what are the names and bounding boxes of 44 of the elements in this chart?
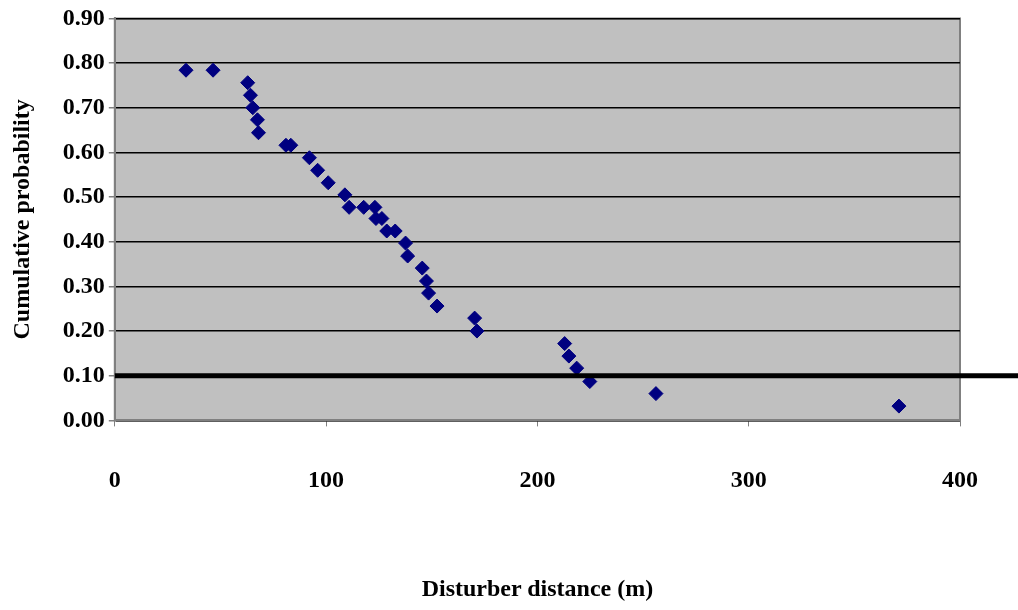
y-tick-label: 0.70 <box>62 92 105 119</box>
point <box>242 87 258 103</box>
y-tick-label: 0.40 <box>62 226 105 253</box>
point <box>301 150 317 166</box>
y-tick-label: 0.20 <box>62 316 105 343</box>
x-axis-title: Disturber distance (m) <box>421 574 654 601</box>
y-tick-label: 0.00 <box>62 405 105 432</box>
point <box>337 187 353 203</box>
point <box>240 75 256 91</box>
point <box>320 175 336 191</box>
x-tick-label: 100 <box>308 466 345 492</box>
point <box>249 112 265 128</box>
point <box>398 235 414 251</box>
point <box>400 248 416 264</box>
point <box>245 100 261 116</box>
y-tick-label: 0.60 <box>62 137 105 164</box>
x-tick-label: 300 <box>730 466 767 492</box>
point <box>367 199 383 215</box>
y-tick-label: 0.50 <box>62 182 105 209</box>
point <box>467 310 483 326</box>
point <box>205 62 221 78</box>
point <box>469 323 485 339</box>
y-tick-label: 0.30 <box>62 271 105 298</box>
point <box>418 273 434 289</box>
point <box>178 62 194 78</box>
point <box>429 298 445 314</box>
y-tick-label: 0.80 <box>62 48 105 75</box>
point <box>356 199 372 215</box>
point <box>341 199 357 215</box>
point <box>648 386 664 402</box>
point <box>421 285 437 301</box>
x-tick-label: 0 <box>108 466 121 492</box>
x-tick-label: 400 <box>942 466 978 492</box>
y-tick-label: 0.10 <box>62 360 105 387</box>
point <box>561 348 577 364</box>
point <box>414 260 430 276</box>
y-tick-label: 0.90 <box>62 3 105 30</box>
y-axis-title: Cumulative probability <box>7 99 34 340</box>
x-tick-label: 200 <box>519 466 556 492</box>
point <box>310 162 326 178</box>
point <box>891 398 907 414</box>
point <box>250 125 266 141</box>
point <box>569 360 585 376</box>
point <box>557 336 573 352</box>
